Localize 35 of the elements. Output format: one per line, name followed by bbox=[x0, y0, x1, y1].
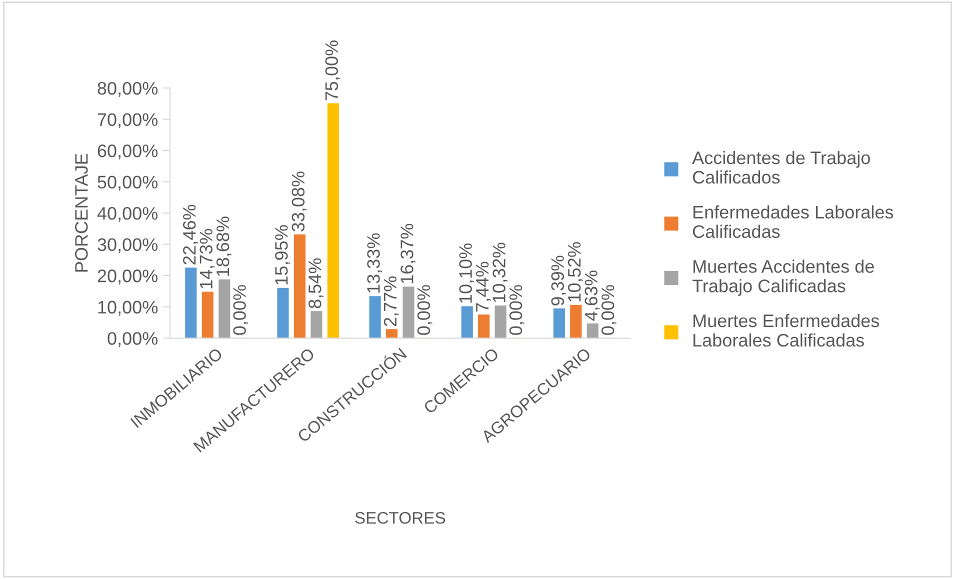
legend-label: Enfermedades Laborales Calificadas bbox=[692, 205, 894, 238]
data-label: 0,00% bbox=[601, 285, 616, 335]
legend-label: Accidentes de Trabajo Calificados bbox=[692, 150, 870, 184]
data-label: 22,46% bbox=[182, 204, 198, 265]
data-label: 9,39% bbox=[551, 256, 566, 306]
y-axis-title: PORCENTAJE bbox=[75, 154, 88, 272]
data-label: 10,10% bbox=[459, 243, 474, 303]
legend-label: Muertes Enfermedades Laborales Calificadas bbox=[694, 314, 880, 347]
data-label: 15,95% bbox=[275, 225, 290, 284]
data-label: 16,37% bbox=[400, 224, 416, 284]
data-label: 14,73% bbox=[200, 228, 215, 288]
data-label: 10,32% bbox=[492, 242, 508, 302]
data-label: 4,63% bbox=[584, 270, 600, 321]
y-tick-label: 20,00% bbox=[98, 270, 158, 284]
y-tick-label: 60,00% bbox=[98, 144, 158, 160]
data-label: 10,52% bbox=[568, 242, 583, 302]
data-label: 33,08% bbox=[292, 172, 307, 232]
y-tick-label: 0,00% bbox=[108, 332, 158, 347]
y-tick-label: 80,00% bbox=[98, 82, 158, 97]
data-label: 8,54% bbox=[308, 258, 324, 308]
data-label: 2,77% bbox=[384, 276, 399, 326]
data-label: 0,00% bbox=[509, 285, 524, 335]
data-label: 0,00% bbox=[233, 285, 248, 335]
data-label: 75,00% bbox=[325, 40, 340, 100]
data-label: 0,00% bbox=[417, 285, 432, 335]
legend-label: Muertes Accidentes de Trabajo Calificadas bbox=[692, 260, 874, 296]
y-tick-label: 50,00% bbox=[98, 176, 158, 191]
data-label: 18,68% bbox=[216, 216, 232, 276]
y-tick-label: 70,00% bbox=[98, 113, 158, 128]
y-tick-label: 40,00% bbox=[97, 207, 158, 222]
data-label: 13,33% bbox=[367, 233, 382, 293]
data-label: 7,44% bbox=[476, 262, 491, 312]
y-tick-label: 30,00% bbox=[98, 238, 158, 254]
x-axis-title: SECTORES bbox=[355, 512, 446, 524]
y-tick-label: 10,00% bbox=[98, 300, 158, 316]
